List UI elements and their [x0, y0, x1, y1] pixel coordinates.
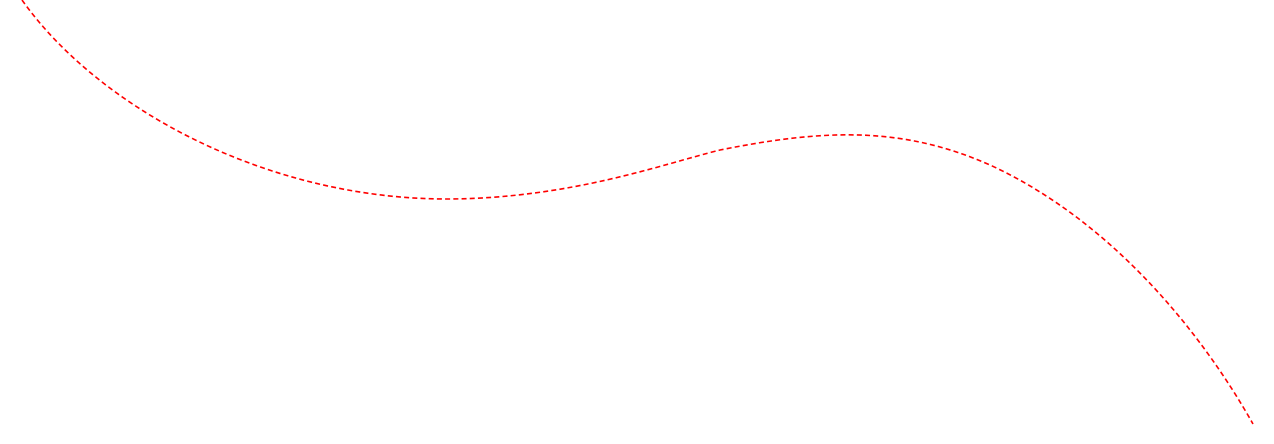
dashed-curve [21, 0, 1254, 425]
